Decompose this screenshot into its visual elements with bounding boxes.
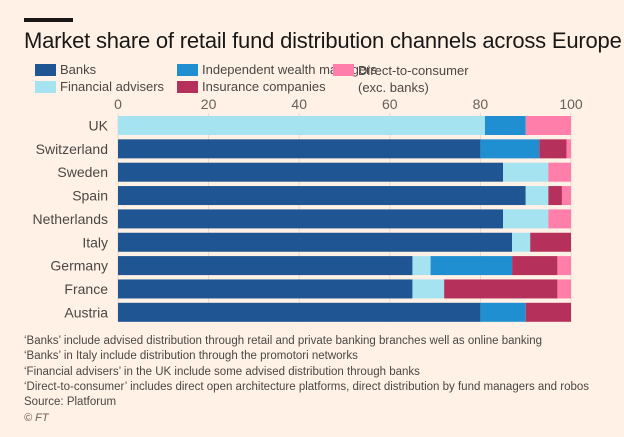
bar-segment bbox=[525, 116, 571, 135]
bar-segment bbox=[118, 116, 485, 135]
footnote: ‘Banks’ include advised distribution thr… bbox=[24, 335, 543, 347]
chart-title: Market share of retail fund distribution… bbox=[24, 28, 622, 53]
legend-label: Direct-to-consumer bbox=[358, 63, 469, 78]
legend-item-insurance-companies: Insurance companies bbox=[177, 79, 326, 94]
x-tick-label: 20 bbox=[201, 96, 217, 112]
footnote: ‘Financial advisers’ in the UK include s… bbox=[24, 365, 420, 378]
bar-segment bbox=[118, 302, 481, 322]
bar-segment bbox=[118, 139, 481, 159]
bar-segment bbox=[480, 302, 526, 322]
bar-segment bbox=[557, 279, 571, 299]
category-label: France bbox=[64, 281, 108, 297]
x-tick-label: 100 bbox=[559, 96, 583, 112]
x-tick-label: 40 bbox=[291, 96, 307, 112]
legend-swatch bbox=[35, 81, 56, 93]
bar-segment bbox=[512, 256, 558, 276]
bar-segment bbox=[557, 256, 571, 276]
title-accent-bar bbox=[24, 18, 73, 22]
legend-swatch bbox=[333, 64, 354, 76]
bar-segment bbox=[512, 232, 531, 252]
bar-segment bbox=[118, 232, 513, 252]
bar-segment bbox=[118, 256, 413, 276]
legend-label: Insurance companies bbox=[202, 79, 326, 94]
bar-segment bbox=[530, 232, 571, 252]
category-label: Sweden bbox=[57, 164, 108, 180]
bar-segment bbox=[503, 162, 549, 182]
x-tick-label: 0 bbox=[114, 96, 122, 112]
bar-segment bbox=[118, 186, 526, 206]
legend-item-direct-to-consumer: Direct-to-consumer (exc. banks) bbox=[333, 62, 469, 96]
bar-segment bbox=[484, 116, 526, 135]
bar-segment bbox=[118, 279, 413, 299]
legend-label: Financial advisers bbox=[60, 79, 165, 94]
bar-segment bbox=[412, 279, 445, 299]
bar-segment bbox=[539, 139, 567, 159]
category-labels: UK Switzerland Sweden Spain Netherlands Italy… bbox=[33, 118, 109, 321]
legend-swatch bbox=[177, 81, 198, 93]
legend-swatch bbox=[35, 64, 56, 76]
bar-segment bbox=[118, 162, 504, 182]
legend-label: Banks bbox=[60, 62, 97, 77]
footnote: ‘Direct-to-consumer’ includes direct ope… bbox=[24, 380, 590, 393]
bar-segment bbox=[430, 256, 513, 276]
category-label: Germany bbox=[50, 258, 108, 274]
bar-segment bbox=[525, 302, 571, 322]
bar-segment bbox=[548, 209, 571, 229]
footnote: ‘Banks’ in Italy include distribution th… bbox=[24, 350, 358, 363]
category-label: Switzerland bbox=[36, 141, 108, 157]
bar-segment bbox=[118, 209, 504, 229]
legend-item-financial-advisers: Financial advisers bbox=[35, 79, 164, 94]
x-tick-labels: 0 20 40 60 80 100 bbox=[114, 96, 583, 112]
bar-segment bbox=[480, 139, 540, 159]
bar-segment bbox=[561, 186, 571, 206]
bar-segment bbox=[503, 209, 549, 229]
copyright: © FT bbox=[24, 412, 49, 424]
bar-segment bbox=[444, 279, 558, 299]
source-note: Source: Platforum bbox=[24, 396, 117, 408]
bar-segment bbox=[525, 186, 549, 206]
footnotes: ‘Banks’ include advised distribution thr… bbox=[24, 334, 589, 395]
legend-label-sub: (exc. banks) bbox=[358, 80, 429, 95]
category-label: Italy bbox=[82, 234, 108, 250]
category-label: Netherlands bbox=[33, 211, 109, 227]
bar-segment bbox=[548, 186, 562, 206]
category-label: Spain bbox=[72, 188, 108, 204]
bar-segment bbox=[566, 139, 571, 159]
legend-label-wrap: Direct-to-consumer (exc. banks) bbox=[358, 62, 469, 96]
legend-swatch bbox=[177, 64, 198, 76]
x-tick-label: 80 bbox=[473, 96, 489, 112]
bar-segment bbox=[412, 256, 431, 276]
category-label: UK bbox=[89, 118, 109, 134]
legend-item-banks: Banks bbox=[35, 62, 96, 77]
x-tick-label: 60 bbox=[382, 96, 398, 112]
bar-segment bbox=[548, 162, 571, 182]
bars bbox=[118, 116, 571, 322]
category-label: Austria bbox=[64, 304, 108, 320]
